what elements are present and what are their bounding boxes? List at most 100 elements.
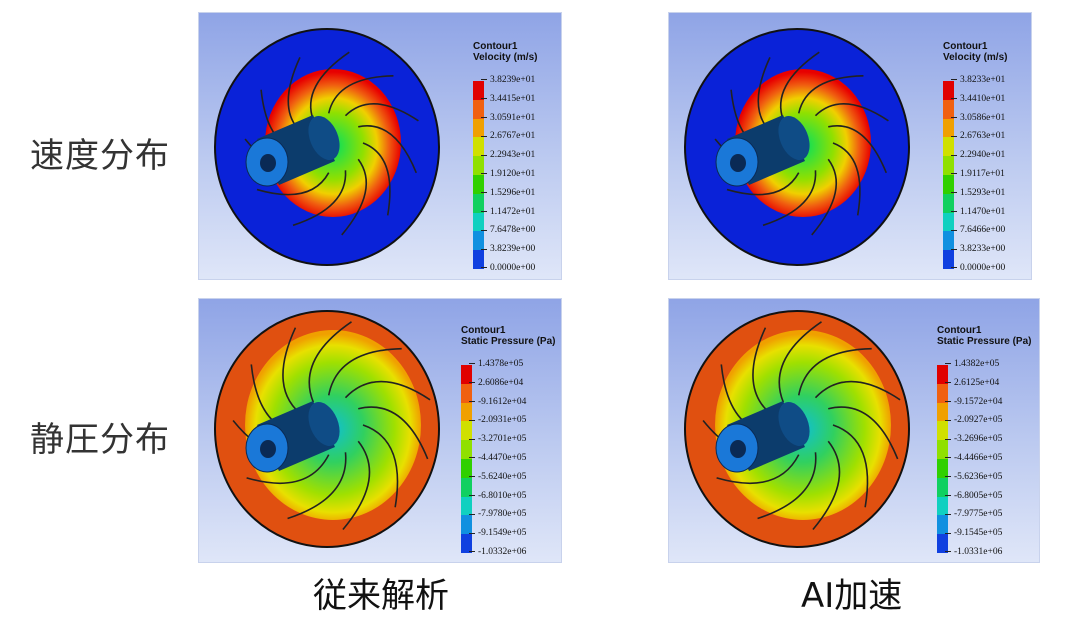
blade	[246, 454, 330, 485]
legend-color-step	[461, 421, 472, 441]
legend-color-step	[937, 458, 948, 478]
legend-tick-label: 3.4415e+01	[481, 94, 535, 104]
shaft-end	[778, 402, 810, 446]
impeller-contour-plot	[214, 310, 440, 548]
blade	[716, 454, 800, 485]
blade	[812, 440, 841, 530]
legend-tick-label: -9.1572e+04	[945, 397, 1002, 407]
legend-tick-label: 3.8239e+01	[481, 75, 535, 85]
shaft-hole	[260, 154, 276, 172]
legend-tick-label: -5.6240e+05	[469, 472, 526, 482]
legend-tick-label: 3.4410e+01	[951, 94, 1005, 104]
legend-color-bar	[473, 81, 484, 269]
legend-tick-label: 1.4382e+05	[945, 359, 999, 369]
blade	[309, 51, 350, 121]
panel-velocity-conventional: Contour1 Velocity (m/s) 3.8239e+01 3.4415e+…	[198, 12, 562, 280]
legend-quantity: Velocity (m/s)	[473, 52, 538, 63]
legend-color-step	[473, 156, 484, 175]
legend-tick-label: 1.9120e+01	[481, 169, 535, 179]
blade	[762, 170, 817, 227]
impeller-contour-plot	[684, 310, 910, 548]
blade	[828, 125, 888, 174]
blade	[814, 380, 901, 401]
blade	[779, 51, 820, 121]
legend-color-step	[943, 118, 954, 138]
legend-quantity: Velocity (m/s)	[943, 52, 1008, 63]
legend-color-step	[937, 383, 948, 403]
legend-tick-label: 1.5293e+01	[951, 188, 1005, 198]
legend-color-step	[937, 534, 948, 553]
legend-tick-label: 7.6466e+00	[951, 225, 1005, 235]
legend-color-step	[461, 440, 472, 459]
legend-color-step	[943, 156, 954, 175]
blade	[358, 125, 418, 174]
blade	[362, 142, 391, 216]
legend-color-step	[473, 99, 484, 119]
shaft-end	[778, 116, 810, 160]
legend-tick-label: 2.2940e+01	[951, 150, 1005, 160]
legend-title: Contour1	[473, 41, 518, 52]
legend-color-step	[943, 193, 954, 213]
blade	[358, 406, 429, 460]
legend-color-step	[473, 231, 484, 251]
legend-color-step	[943, 99, 954, 119]
blade	[344, 103, 419, 122]
shaft-end	[308, 402, 340, 446]
legend-color-step	[473, 137, 484, 157]
legend-color-step	[937, 496, 948, 516]
color-legend: Contour1 Static Pressure (Pa) 1.4378e+05 2.…	[461, 325, 556, 557]
legend-title: Contour1	[937, 325, 982, 336]
blade	[344, 380, 431, 401]
blade	[814, 103, 889, 122]
legend-title: Contour1	[461, 325, 506, 336]
legend-tick-label: 2.6767e+01	[481, 131, 535, 141]
row-label-velocity: 速度分布	[30, 136, 170, 176]
blade	[797, 75, 864, 114]
legend-color-step	[937, 440, 948, 459]
legend-tick-label: 2.6086e+04	[469, 378, 523, 388]
legend-color-step	[937, 421, 948, 441]
blade	[341, 158, 368, 236]
blade	[726, 172, 800, 196]
legend-tick-label: -3.2696e+05	[945, 434, 1002, 444]
legend-color-step	[937, 477, 948, 497]
legend-color-step	[473, 212, 484, 232]
blade	[287, 452, 347, 520]
shaft-hole	[730, 154, 746, 172]
legend-quantity: Static Pressure (Pa)	[937, 336, 1032, 347]
legend-color-step	[461, 458, 472, 478]
shaft-end	[308, 116, 340, 160]
panel-velocity-ai: Contour1 Velocity (m/s) 3.8233e+01 3.4410e+…	[668, 12, 1032, 280]
blade	[292, 170, 347, 227]
blade	[327, 75, 394, 114]
color-legend: Contour1 Velocity (m/s) 3.8233e+01 3.4410e+…	[943, 41, 1008, 273]
row-label-pressure: 静圧分布	[30, 420, 170, 460]
legend-tick-label: 1.4378e+05	[469, 359, 523, 369]
legend-color-bar	[461, 365, 472, 553]
blade	[778, 321, 822, 403]
legend-tick-label: -4.4466e+05	[945, 453, 1002, 463]
legend-tick-label: -6.8010e+05	[469, 491, 526, 501]
legend-tick-label: 3.8239e+00	[481, 244, 535, 254]
legend-tick-label: 1.9117e+01	[951, 169, 1005, 179]
legend-color-step	[461, 477, 472, 497]
legend-color-step	[943, 212, 954, 232]
legend-tick-label: -1.0331e+06	[945, 547, 1002, 557]
legend-tick-label: 1.5296e+01	[481, 188, 535, 198]
blade	[362, 424, 399, 508]
legend-color-step	[461, 365, 472, 384]
panel-pressure-ai: Contour1 Static Pressure (Pa) 1.4382e+05 2.…	[668, 298, 1040, 563]
legend-tick-label: -7.9780e+05	[469, 509, 526, 519]
blade	[308, 321, 352, 403]
legend-tick-label: -7.9775e+05	[945, 509, 1002, 519]
legend-tick-label: 2.2943e+01	[481, 150, 535, 160]
legend-tick-label: 7.6478e+00	[481, 225, 535, 235]
legend-tick-label: -9.1612e+04	[469, 397, 526, 407]
legend-tick-label: -4.4470e+05	[469, 453, 526, 463]
legend-tick-label: -9.1545e+05	[945, 528, 1002, 538]
legend-tick-label: 1.1470e+01	[951, 207, 1005, 217]
blade	[342, 440, 371, 530]
blade	[797, 347, 872, 396]
legend-tick-label: -2.0927e+05	[945, 415, 1002, 425]
impeller-contour-plot	[214, 28, 440, 266]
